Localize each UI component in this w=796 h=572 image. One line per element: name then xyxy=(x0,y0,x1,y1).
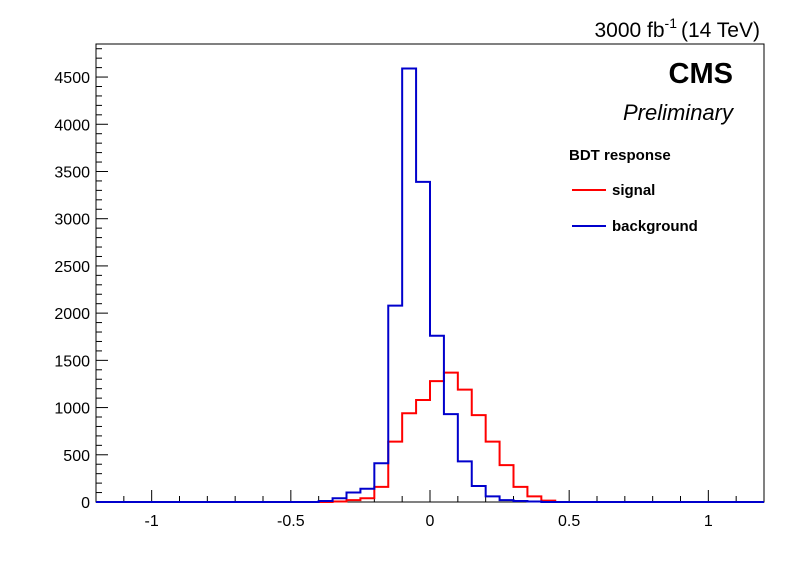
y-tick-label: 1000 xyxy=(54,401,90,418)
y-tick-label: 2500 xyxy=(54,259,90,276)
x-tick-label: 0 xyxy=(426,513,435,530)
energy-label: (14 TeV) xyxy=(681,19,760,42)
y-tick-label: 1500 xyxy=(54,353,90,370)
status-label: Preliminary xyxy=(623,100,735,125)
x-tick-label: -0.5 xyxy=(277,513,305,530)
y-tick-label: 500 xyxy=(63,448,90,465)
legend-signal-label: signal xyxy=(612,182,655,199)
axes-group: 0 500 1000 1500 2000 2500 3000 3500 4000 4500 -1 -0… xyxy=(54,48,765,530)
x-tick-label: 1 xyxy=(704,513,713,530)
y-tick-label: 3500 xyxy=(54,164,90,181)
series-background-line xyxy=(96,67,764,503)
x-tick-label: -1 xyxy=(145,513,159,530)
legend-background-label: background xyxy=(612,218,698,235)
x-tick-label: 0.5 xyxy=(558,513,580,530)
y-tick-label: 4000 xyxy=(54,117,90,134)
y-tick-label: 4500 xyxy=(54,70,90,87)
y-tick-label: 3000 xyxy=(54,212,90,229)
lumi-value: 3000 fb xyxy=(594,19,664,42)
legend: BDT response signal background xyxy=(569,147,698,235)
series-group xyxy=(96,67,764,503)
y-tick-label: 0 xyxy=(81,495,90,512)
y-tick-label: 2000 xyxy=(54,306,90,323)
lumi-exponent: -1 xyxy=(665,15,678,31)
lumi-label: 3000 fb-1 (14 TeV) xyxy=(594,15,760,42)
legend-title: BDT response xyxy=(569,147,671,164)
experiment-label: CMS xyxy=(669,58,733,90)
